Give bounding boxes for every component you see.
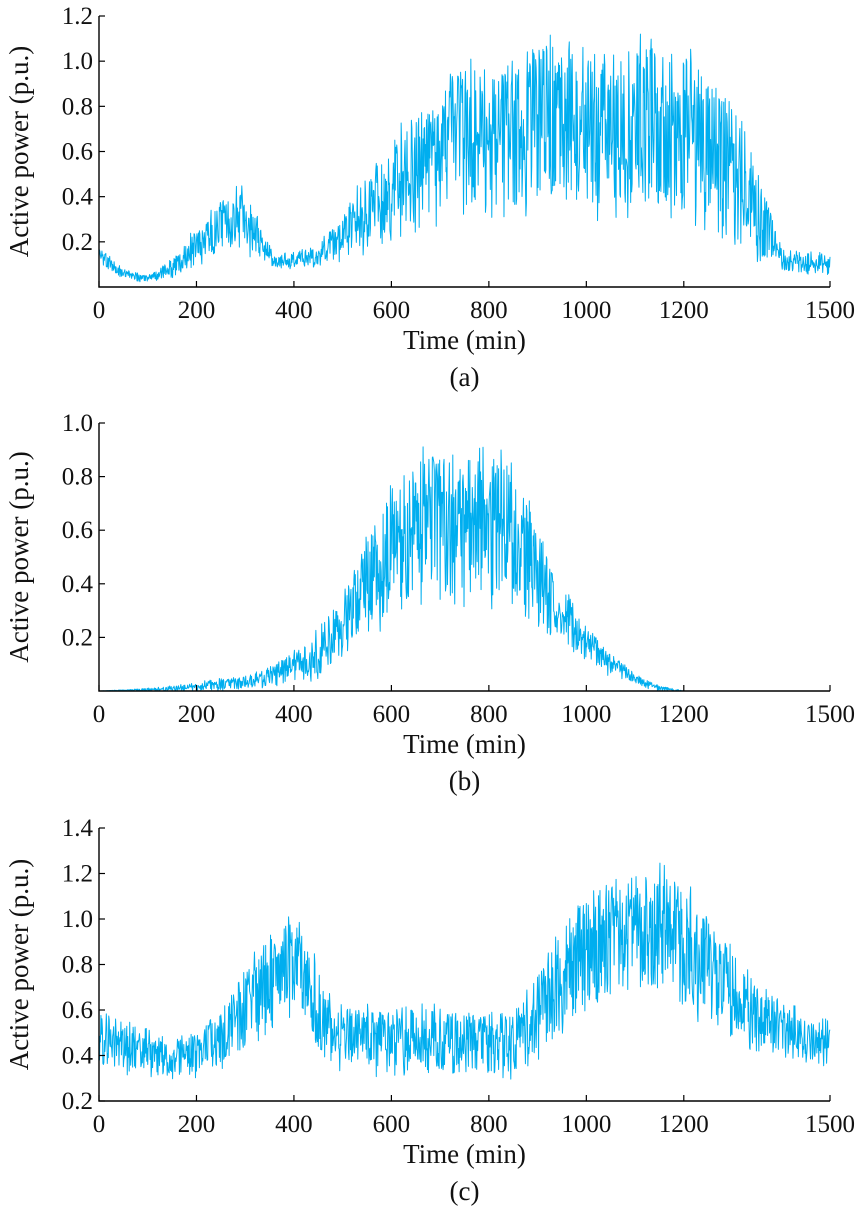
x-tick-label: 200 [178,1111,216,1138]
x-tick-label: 800 [470,701,508,728]
panel-caption: (a) [450,362,480,392]
x-tick-label: 800 [470,297,508,324]
x-tick-label: 0 [93,297,106,324]
series-line [98,862,831,1080]
x-axis-label: Time (min) [403,325,526,355]
x-tick-label: 1500 [805,297,855,324]
y-tick-label: 1.4 [62,815,94,842]
chart-panel-2: 0 200 400 600 800 1000 1200 1500 0.2 0.4 0.6 0.8 1.0… [4,410,855,796]
y-tick-label: 1.0 [62,906,93,933]
x-tick-label: 600 [373,1111,411,1138]
y-axis-label: Active power (p.u.) [4,859,34,1070]
x-tick-label: 0 [93,701,106,728]
y-tick-label: 0.2 [62,624,93,651]
x-tick-label: 400 [275,701,313,728]
y-tick-label: 0.6 [62,517,93,544]
y-tick-label: 0.2 [62,1088,93,1115]
x-tick-label: 1500 [805,1111,855,1138]
axis-lines [98,828,830,1102]
x-axis-label: Time (min) [403,729,526,759]
y-tick-label: 0.8 [62,952,93,979]
series-line [98,446,831,692]
x-tick-label: 1500 [805,701,855,728]
y-tick-label: 0.6 [62,139,93,166]
x-tick-label: 1200 [659,1111,709,1138]
x-tick-label: 1200 [659,701,709,728]
y-tick-label: 1.2 [62,861,93,888]
x-tick-label: 800 [470,1111,508,1138]
x-tick-label: 200 [178,297,216,324]
chart-panel-3: 0 200 400 600 800 1000 1200 1500 0.2 0.4 0.6 0.8 1.0… [4,815,855,1206]
y-tick-label: 0.8 [62,464,93,491]
x-tick-label: 600 [373,297,411,324]
y-tick-label: 0.8 [62,93,93,120]
y-tick-label: 1.2 [62,3,93,30]
y-tick-label: 0.4 [62,571,94,598]
x-tick-label: 1200 [659,297,709,324]
chart-panel-1: 0 200 400 600 800 1000 1200 1500 0.2 0.4 0.6 0.8 1.0… [4,3,855,392]
x-tick-label: 400 [275,297,313,324]
x-tick-label: 1000 [561,701,611,728]
y-tick-label: 0.6 [62,997,93,1024]
y-axis-label: Active power (p.u.) [4,451,34,662]
panel-caption: (b) [449,766,480,796]
x-tick-label: 600 [373,701,411,728]
y-tick-label: 0.4 [62,184,94,211]
y-tick-label: 0.4 [62,1043,94,1070]
x-tick-label: 400 [275,1111,313,1138]
x-tick-label: 200 [178,701,216,728]
y-tick-label: 0.2 [62,229,93,256]
x-tick-label: 0 [93,1111,106,1138]
x-tick-label: 1000 [561,297,611,324]
y-axis-label: Active power (p.u.) [4,46,34,257]
panel-caption: (c) [450,1176,480,1206]
series-line [98,33,831,283]
y-tick-label: 1.0 [62,410,93,437]
x-axis-label: Time (min) [403,1139,526,1169]
x-tick-label: 1000 [561,1111,611,1138]
y-tick-label: 1.0 [62,48,93,75]
